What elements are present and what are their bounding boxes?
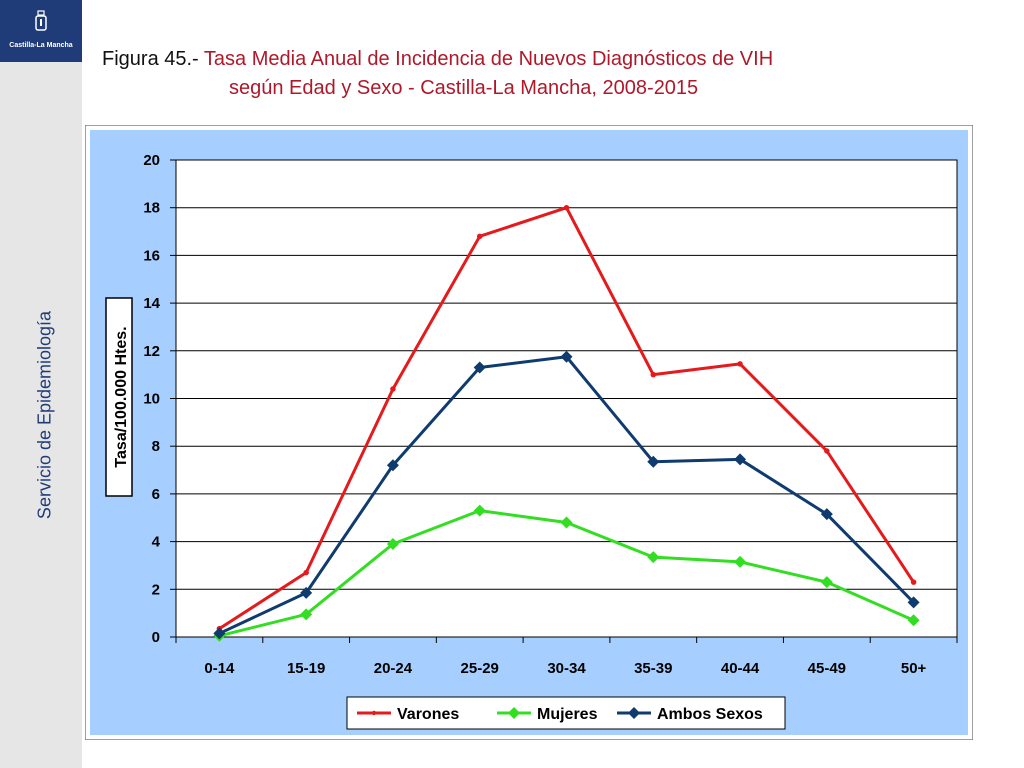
x-tick-label: 50+ [901, 660, 927, 677]
x-tick-label: 30-34 [547, 660, 586, 677]
sidebar: Castilla-La Mancha Servicio de Epidemiol… [0, 0, 82, 768]
data-point-ambos-sexos [300, 586, 313, 599]
data-point-varones [563, 204, 570, 211]
data-point-ambos-sexos [560, 350, 573, 363]
data-point-ambos-sexos [734, 453, 747, 466]
legend-marker [371, 710, 377, 716]
y-tick-label: 16 [143, 247, 160, 264]
data-point-mujeres [300, 608, 313, 621]
data-point-ambos-sexos [386, 459, 399, 472]
figure-number: Figura 45.- [102, 48, 199, 70]
data-point-varones [910, 579, 917, 585]
legend-marker [508, 707, 520, 719]
y-tick-label: 4 [152, 534, 161, 551]
y-axis-label-box [105, 297, 133, 497]
legend-label: Varones [397, 706, 459, 723]
data-point-mujeres [386, 537, 399, 550]
x-tick-label: 25-29 [461, 660, 499, 677]
x-tick-label: 35-39 [634, 660, 672, 677]
y-axis-label: Tasa/100.000 Htes. [113, 326, 130, 467]
data-point-varones [737, 361, 743, 367]
data-point-varones [650, 371, 657, 378]
logo-text: Castilla-La Mancha [9, 42, 73, 49]
y-tick-label: 8 [152, 438, 160, 455]
data-point-varones [476, 233, 483, 240]
legend-label: Ambos Sexos [657, 706, 763, 723]
sidebar-label: Servicio de Epidemiología [34, 310, 55, 520]
data-point-varones [303, 569, 309, 576]
x-tick-label: 20-24 [374, 660, 413, 677]
data-point-ambos-sexos [907, 596, 920, 609]
logo: Castilla-La Mancha [0, 0, 82, 62]
data-point-varones [824, 448, 830, 454]
legend-box [346, 696, 786, 730]
data-point-mujeres [734, 555, 747, 568]
legend-marker [628, 707, 640, 719]
y-tick-label: 20 [143, 152, 160, 169]
y-tick-label: 2 [152, 581, 160, 598]
coat-of-arms-icon [35, 10, 47, 31]
data-point-ambos-sexos [473, 361, 486, 374]
y-tick-label: 10 [143, 391, 160, 408]
y-tick-label: 0 [152, 629, 160, 646]
y-tick-label: 12 [143, 343, 160, 360]
line-chart: 0 2 4 6 8 10 12 14 16 18 20 0-14 15-19 20-24 25-29 30-… [85, 125, 973, 740]
data-point-mujeres [560, 516, 573, 529]
y-tick-label: 14 [143, 295, 160, 312]
data-point-ambos-sexos [820, 508, 833, 521]
y-tick-label: 18 [143, 200, 160, 217]
data-point-ambos-sexos [213, 627, 226, 640]
x-tick-label: 40-44 [721, 660, 760, 677]
data-point-mujeres [820, 576, 833, 589]
data-point-ambos-sexos [647, 455, 660, 468]
title-line-2: según Edad y Sexo - Castilla-La Mancha, … [229, 77, 699, 99]
data-point-mujeres [473, 504, 486, 517]
title-line-1: Tasa Media Anual de Incidencia de Nuevos… [203, 48, 774, 70]
x-tick-label: 0-14 [204, 660, 235, 677]
data-point-varones [390, 386, 396, 392]
legend-label: Mujeres [537, 706, 598, 723]
plot-border [175, 159, 958, 638]
page-title: Figura 45.- Tasa Media Anual de Incidenc… [102, 45, 773, 103]
y-tick-label: 6 [152, 486, 160, 503]
data-point-mujeres [907, 614, 920, 627]
data-point-mujeres [647, 551, 660, 564]
x-tick-label: 15-19 [287, 660, 325, 677]
x-tick-label: 45-49 [808, 660, 846, 677]
